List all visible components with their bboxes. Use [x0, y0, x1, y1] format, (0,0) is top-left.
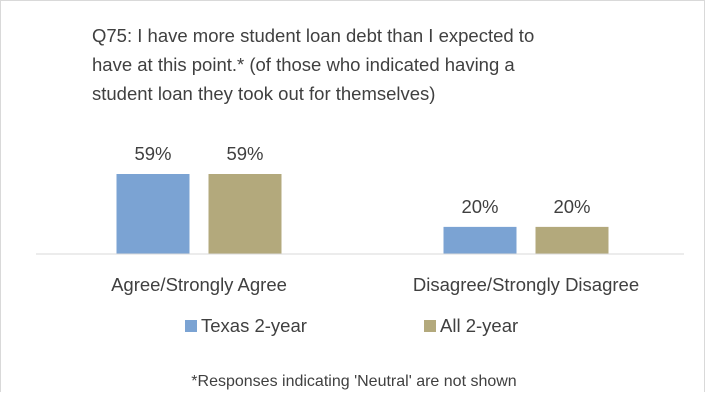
legend-label: All 2-year [440, 315, 518, 336]
x-tick-label: Disagree/Strongly Disagree [413, 274, 639, 295]
chart-title-line: student loan they took out for themselve… [92, 83, 435, 104]
data-label: 20% [461, 196, 498, 217]
data-labels: 59% 59% 20% 20% [134, 143, 590, 217]
legend-swatch [185, 320, 197, 332]
chart-title: Q75: I have more student loan debt than … [92, 25, 534, 104]
data-label: 59% [134, 143, 171, 164]
footnote: *Responses indicating 'Neutral' are not … [191, 373, 516, 390]
bar-texas-2-year-agree [116, 174, 190, 254]
chart-title-line: Q75: I have more student loan debt than … [92, 25, 534, 46]
bars [116, 174, 609, 254]
bar-texas-2-year-disagree [443, 226, 517, 254]
legend-swatch [424, 320, 436, 332]
legend-label: Texas 2-year [201, 315, 307, 336]
bar-all-2-year-disagree [535, 226, 609, 254]
x-tick-label: Agree/Strongly Agree [111, 274, 287, 295]
bar-all-2-year-agree [208, 174, 282, 254]
chart-title-line: have at this point.* (of those who indic… [92, 54, 515, 75]
data-label: 20% [553, 196, 590, 217]
x-axis-tick-labels: Agree/Strongly Agree Disagree/Strongly Di… [111, 274, 639, 295]
legend: Texas 2-year All 2-year [185, 315, 518, 336]
data-label: 59% [226, 143, 263, 164]
